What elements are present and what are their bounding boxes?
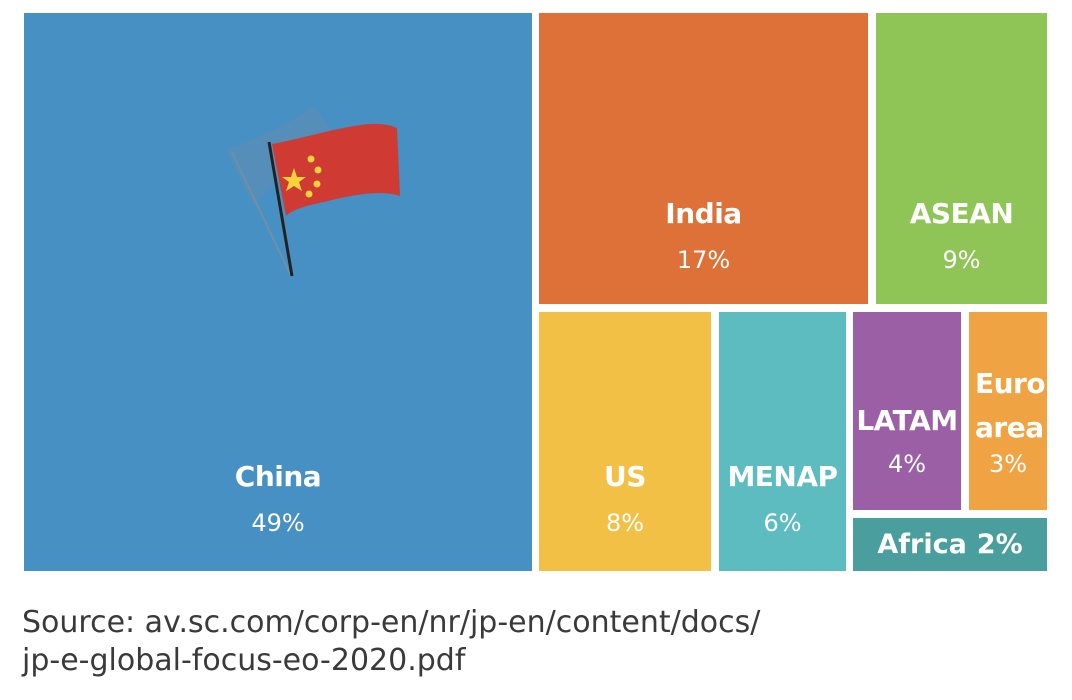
china-flag-icon bbox=[226, 106, 400, 277]
tile-menap: MENAP 6% bbox=[719, 312, 846, 571]
tile-euro-area: Euro area 3% bbox=[969, 312, 1047, 510]
treemap-chart: China 49% India 17% ASEAN 9% US 8% MENAP… bbox=[24, 13, 1047, 571]
tile-us-value: 8% bbox=[605, 509, 645, 537]
tile-asean: ASEAN 9% bbox=[876, 13, 1047, 304]
source-line-2: jp-e-global-focus-eo-2020.pdf bbox=[22, 643, 466, 678]
tile-latam-value: 4% bbox=[887, 450, 927, 478]
tile-africa-label: Africa 2% bbox=[853, 518, 1047, 571]
tile-menap-value: 6% bbox=[763, 509, 802, 537]
tile-africa-name: Africa bbox=[877, 529, 967, 560]
source-note: Source: av.sc.com/corp-en/nr/jp-en/conte… bbox=[22, 604, 1042, 680]
tile-china-name: China bbox=[234, 460, 322, 493]
tile-asean-value: 9% bbox=[942, 246, 981, 274]
tile-us-name: US bbox=[604, 460, 646, 493]
tile-asean-name: ASEAN bbox=[909, 197, 1014, 230]
tile-latam: LATAM 4% bbox=[853, 312, 961, 510]
tile-us: US 8% bbox=[539, 312, 711, 571]
tile-china-value: 49% bbox=[251, 509, 305, 537]
tile-menap-name: MENAP bbox=[727, 460, 838, 493]
tile-india-value: 17% bbox=[676, 246, 731, 274]
tile-china: China 49% bbox=[24, 13, 532, 571]
tile-india-name: India bbox=[665, 197, 742, 230]
source-line-1: Source: av.sc.com/corp-en/nr/jp-en/conte… bbox=[22, 605, 761, 640]
tile-euro-area-value: 3% bbox=[988, 450, 1028, 478]
tile-africa-value: 2% bbox=[976, 529, 1023, 560]
tile-africa: Africa 2% bbox=[853, 518, 1047, 571]
tile-latam-name: LATAM bbox=[856, 404, 958, 437]
tile-euro-area-name: Euro area bbox=[975, 367, 1046, 444]
tile-india: India 17% bbox=[539, 13, 868, 304]
